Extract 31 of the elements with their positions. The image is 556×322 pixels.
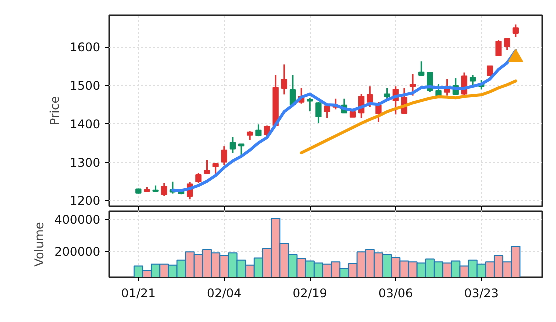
line-series	[300, 80, 518, 155]
x-tick-label: 01/21	[121, 286, 156, 300]
y-axis-title: Volume	[32, 222, 47, 267]
y-tick-label: 1600	[70, 40, 101, 55]
candlestick	[281, 64, 288, 96]
x-tick-label: 02/04	[207, 286, 242, 300]
y-tick-label: 1500	[70, 78, 101, 93]
candlestick	[410, 74, 416, 97]
candlestick	[367, 86, 374, 108]
candlestick	[230, 136, 236, 154]
candlestick	[496, 39, 502, 57]
candlestick	[470, 74, 476, 87]
candlestick	[316, 102, 322, 124]
x-tick-label: 03/06	[378, 286, 414, 300]
candlestick	[238, 143, 245, 156]
y-tick-label: 1400	[70, 117, 101, 132]
candlestick	[204, 159, 210, 175]
candlestick	[196, 172, 202, 184]
y-tick-label: 1300	[70, 156, 101, 170]
candlestick	[161, 182, 168, 197]
candlestick	[307, 98, 314, 112]
x-tick-label: 02/19	[292, 286, 328, 300]
candlestick	[221, 146, 228, 166]
y-tick-label: 1200	[70, 194, 101, 208]
y-tick-label: 400000	[54, 212, 101, 227]
y-tick-label: 200000	[54, 245, 101, 260]
x-tick-label: 03/23	[464, 286, 499, 300]
candlestick	[418, 60, 425, 76]
y-axis-title: Price	[48, 96, 62, 126]
candlestick	[504, 38, 510, 52]
candlestick	[512, 24, 519, 38]
